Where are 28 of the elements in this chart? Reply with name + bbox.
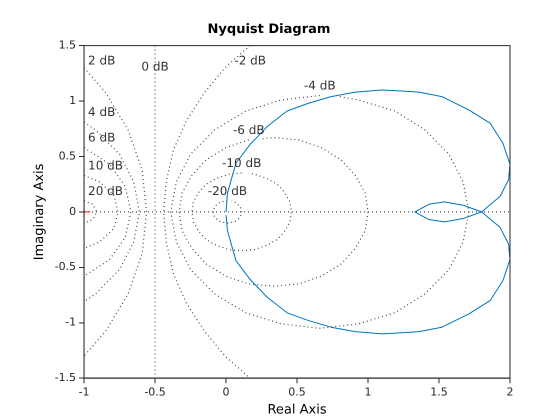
series-label: -2 dB: [234, 54, 266, 68]
x-tick-label: -1: [78, 386, 90, 399]
series-label: -6 dB: [232, 122, 265, 137]
y-tick-label: 1.5: [58, 38, 76, 52]
series-label: -20 dB: [208, 184, 248, 198]
series-label: 6 dB: [88, 130, 116, 145]
chart-title: Nyquist Diagram: [208, 22, 330, 38]
x-tick-label: 0: [222, 386, 230, 399]
y-tick-label: 1: [69, 94, 76, 107]
series-label: 20 dB: [88, 184, 123, 198]
y-tick-label: -1: [65, 316, 76, 329]
series-label: 10 dB: [88, 158, 123, 172]
y-tick-label: -1.5: [54, 371, 76, 384]
series-label: 4 dB: [88, 105, 116, 120]
x-tick-label: 1.5: [430, 386, 448, 399]
y-tick-label: -0.5: [54, 260, 76, 274]
x-tick-label: 0.5: [288, 386, 306, 399]
ref-line-label: 0 dB: [141, 60, 169, 74]
y-axis-title: Imaginary Axis: [32, 163, 48, 260]
y-tick-label: 0: [69, 204, 76, 218]
y-tick-label: 0.5: [58, 149, 76, 162]
x-axis-title: Real Axis: [267, 402, 327, 418]
x-tick-label: -0.5: [144, 386, 166, 399]
series-label: 2 dB: [88, 54, 116, 68]
series-label: -4 dB: [304, 78, 336, 93]
line-series: [84, 122, 140, 302]
x-tick-label: 1: [364, 386, 372, 399]
x-tick-label: 2: [506, 386, 514, 399]
